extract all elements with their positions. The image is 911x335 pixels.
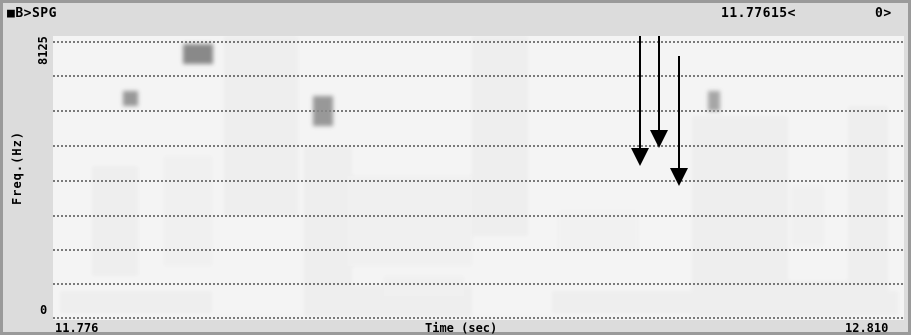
spectral-energy [61,36,898,316]
spectrogram-canvas [53,36,904,319]
arrow-head-1 [631,148,649,166]
annotation-arrows [631,36,688,186]
arrow-head-2 [650,130,668,148]
cursor-extra-readout: 0> [875,6,892,21]
spectrogram-plot[interactable] [53,36,904,320]
arrow-head-3 [670,168,688,186]
y-axis-label: Freq.(Hz) [10,130,24,206]
mode-label: ■B>SPG [7,6,57,21]
cursor-time-readout: 11.77615< [721,6,796,21]
x-end-tick-label: 12.810 [845,321,889,335]
x-axis-label: Time (sec) [425,321,498,335]
x-start-tick-label: 11.776 [55,321,99,335]
y-max-tick-label: 8125 [36,36,50,65]
y-min-tick-label: 0 [40,303,48,317]
